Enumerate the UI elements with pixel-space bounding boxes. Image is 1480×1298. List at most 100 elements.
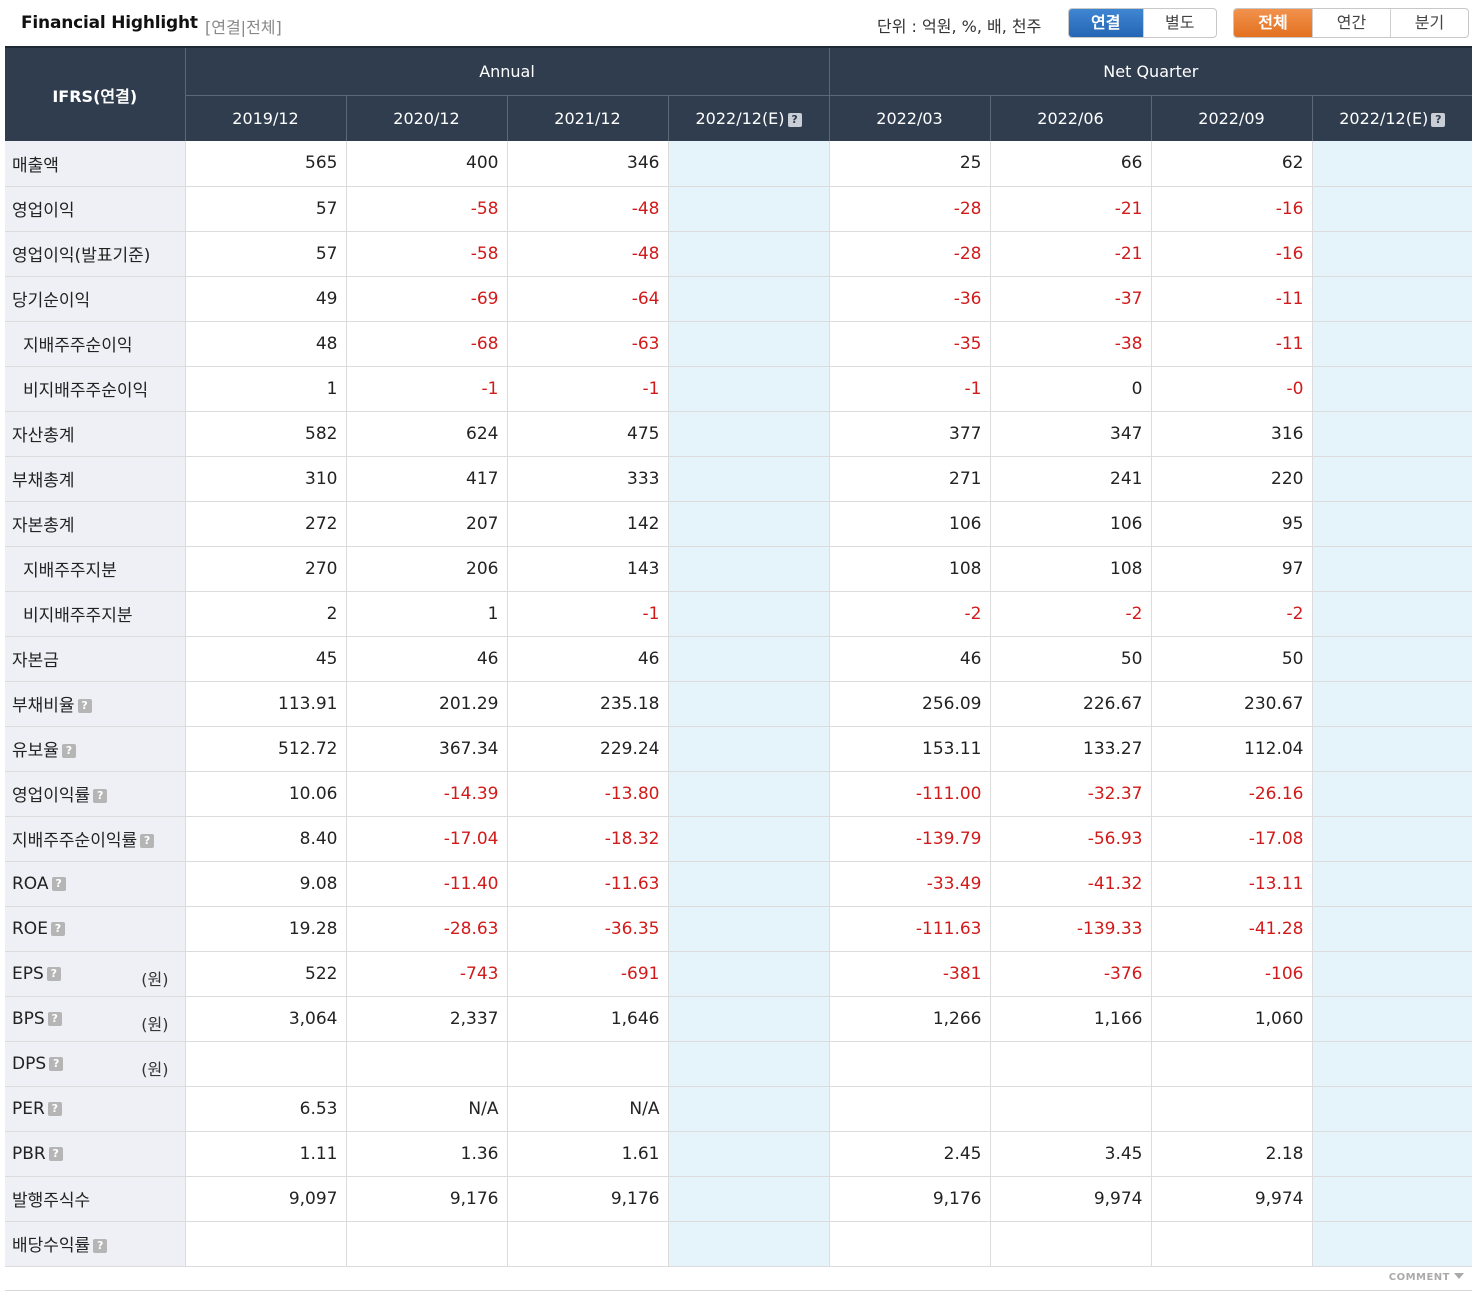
row-label: 지배주주지분 — [5, 546, 185, 592]
table-cell: -36 — [828, 276, 990, 322]
help-icon[interactable]: ? — [49, 1056, 64, 1071]
table-cell: -13.11 — [1150, 861, 1312, 907]
table-cell: -11 — [1150, 321, 1312, 367]
help-icon[interactable]: ? — [1431, 112, 1446, 127]
help-icon[interactable]: ? — [787, 112, 802, 127]
help-icon[interactable]: ? — [47, 1101, 62, 1116]
table-cell: -21 — [989, 186, 1151, 232]
table-cell: -14.39 — [345, 771, 507, 817]
row-label: 비지배주주지분 — [5, 591, 185, 637]
help-icon[interactable]: ? — [48, 1146, 63, 1161]
comment-toggle[interactable]: COMMENT — [1389, 1272, 1464, 1283]
row-label-text: ROA — [12, 873, 49, 894]
table-cell — [1311, 321, 1473, 367]
row-label: 지배주주순이익 — [5, 321, 185, 367]
table-cell: -28 — [828, 231, 990, 277]
unit-label: 단위 : 억원, %, 배, 천주 — [877, 17, 1042, 36]
row-label: ROA? — [5, 861, 185, 907]
table-cell — [828, 1041, 990, 1087]
help-icon[interactable]: ? — [51, 876, 66, 891]
table-cell: 229.24 — [506, 726, 668, 772]
table-cell — [667, 1221, 829, 1267]
chevron-down-icon — [1454, 1273, 1464, 1279]
row-label-text: 매출액 — [12, 155, 59, 176]
table-cell — [667, 456, 829, 502]
unit-won-label: (원) — [141, 1059, 169, 1079]
table-cell: 565 — [184, 141, 346, 187]
row-label-text: 자본금 — [12, 651, 59, 671]
help-icon[interactable]: ? — [50, 921, 65, 936]
table-row: 부채비율? 113.91 201.29 235.18 256.09 226.67 230.6… — [5, 681, 1473, 727]
table-cell — [667, 141, 829, 187]
table-cell — [1150, 1221, 1312, 1267]
table-cell: -48 — [506, 186, 668, 232]
help-icon[interactable]: ? — [140, 834, 155, 848]
table-cell — [667, 816, 829, 862]
quarter-button[interactable]: 분기 — [1390, 9, 1468, 37]
separate-button[interactable]: 별도 — [1142, 9, 1217, 37]
annual-button[interactable]: 연간 — [1312, 9, 1390, 37]
row-label: BPS? (원) — [5, 996, 185, 1042]
table-row: 발행주식수 9,097 9,176 9,176 9,176 9,974 9,974 — [5, 1176, 1473, 1222]
table-cell: -48 — [506, 231, 668, 277]
table-cell: -106 — [1150, 951, 1312, 997]
table-cell: -35 — [828, 321, 990, 367]
table-cell — [667, 186, 829, 232]
row-label-text: DPS — [12, 1053, 47, 1074]
table-cell: 45 — [184, 636, 346, 682]
table-cell: 66 — [989, 141, 1151, 187]
table-row: 자본금 45 46 46 46 50 50 — [5, 636, 1473, 682]
row-label: ROE? — [5, 906, 185, 952]
consolidation-toggle: 연결 별도 — [1068, 8, 1217, 38]
table-row: 자본총계 272 207 142 106 106 95 — [5, 501, 1473, 547]
table-cell — [345, 1041, 507, 1087]
row-label-text: BPS — [12, 1008, 45, 1029]
table-cell: 226.67 — [989, 681, 1151, 727]
table-row: PBR? 1.11 1.36 1.61 2.45 3.45 2.18 — [5, 1131, 1473, 1177]
table-cell: -11 — [1150, 276, 1312, 322]
table-cell: -2 — [989, 591, 1151, 637]
column-header: 2020/12 — [345, 94, 507, 141]
table-cell — [184, 1221, 346, 1267]
table-cell — [989, 1086, 1151, 1132]
table-cell: -63 — [506, 321, 668, 367]
table-cell — [667, 1041, 829, 1087]
table-cell: -69 — [345, 276, 507, 322]
table-cell: 417 — [345, 456, 507, 502]
table-cell: 9,974 — [1150, 1176, 1312, 1222]
help-icon[interactable]: ? — [77, 699, 92, 713]
table-cell: -2 — [1150, 591, 1312, 637]
help-icon[interactable]: ? — [61, 744, 76, 758]
table-cell — [1311, 1221, 1473, 1267]
row-label: 부채비율? — [5, 681, 185, 727]
table-cell: -18.32 — [506, 816, 668, 862]
table-cell — [667, 1086, 829, 1132]
column-header: 2021/12 — [506, 94, 668, 141]
help-icon[interactable]: ? — [93, 789, 108, 803]
table-cell: 207 — [345, 501, 507, 547]
table-cell — [1150, 1041, 1312, 1087]
help-icon[interactable]: ? — [46, 966, 61, 981]
column-header: 2022/12(E)? — [1311, 94, 1473, 141]
row-label-text: 영업이익률 — [12, 786, 91, 806]
help-icon[interactable]: ? — [47, 1011, 62, 1026]
table-cell — [989, 1221, 1151, 1267]
table-cell: 9,176 — [828, 1176, 990, 1222]
table-cell — [1311, 1176, 1473, 1222]
consolidated-button[interactable]: 연결 — [1069, 9, 1143, 37]
table-cell: 57 — [184, 231, 346, 277]
table-cell: -1 — [506, 366, 668, 412]
table-cell: 367.34 — [345, 726, 507, 772]
table-cell: 48 — [184, 321, 346, 367]
table-cell: 153.11 — [828, 726, 990, 772]
table-cell: 143 — [506, 546, 668, 592]
all-period-button[interactable]: 전체 — [1234, 9, 1312, 37]
table-cell: -16 — [1150, 186, 1312, 232]
table-row: 영업이익 57 -58 -48 -28 -21 -16 — [5, 186, 1473, 232]
row-label-text: PER — [12, 1098, 45, 1119]
table-cell: 49 — [184, 276, 346, 322]
table-cell: -32.37 — [989, 771, 1151, 817]
help-icon[interactable]: ? — [93, 1239, 108, 1253]
table-cell: 230.67 — [1150, 681, 1312, 727]
table-cell: 2,337 — [345, 996, 507, 1042]
